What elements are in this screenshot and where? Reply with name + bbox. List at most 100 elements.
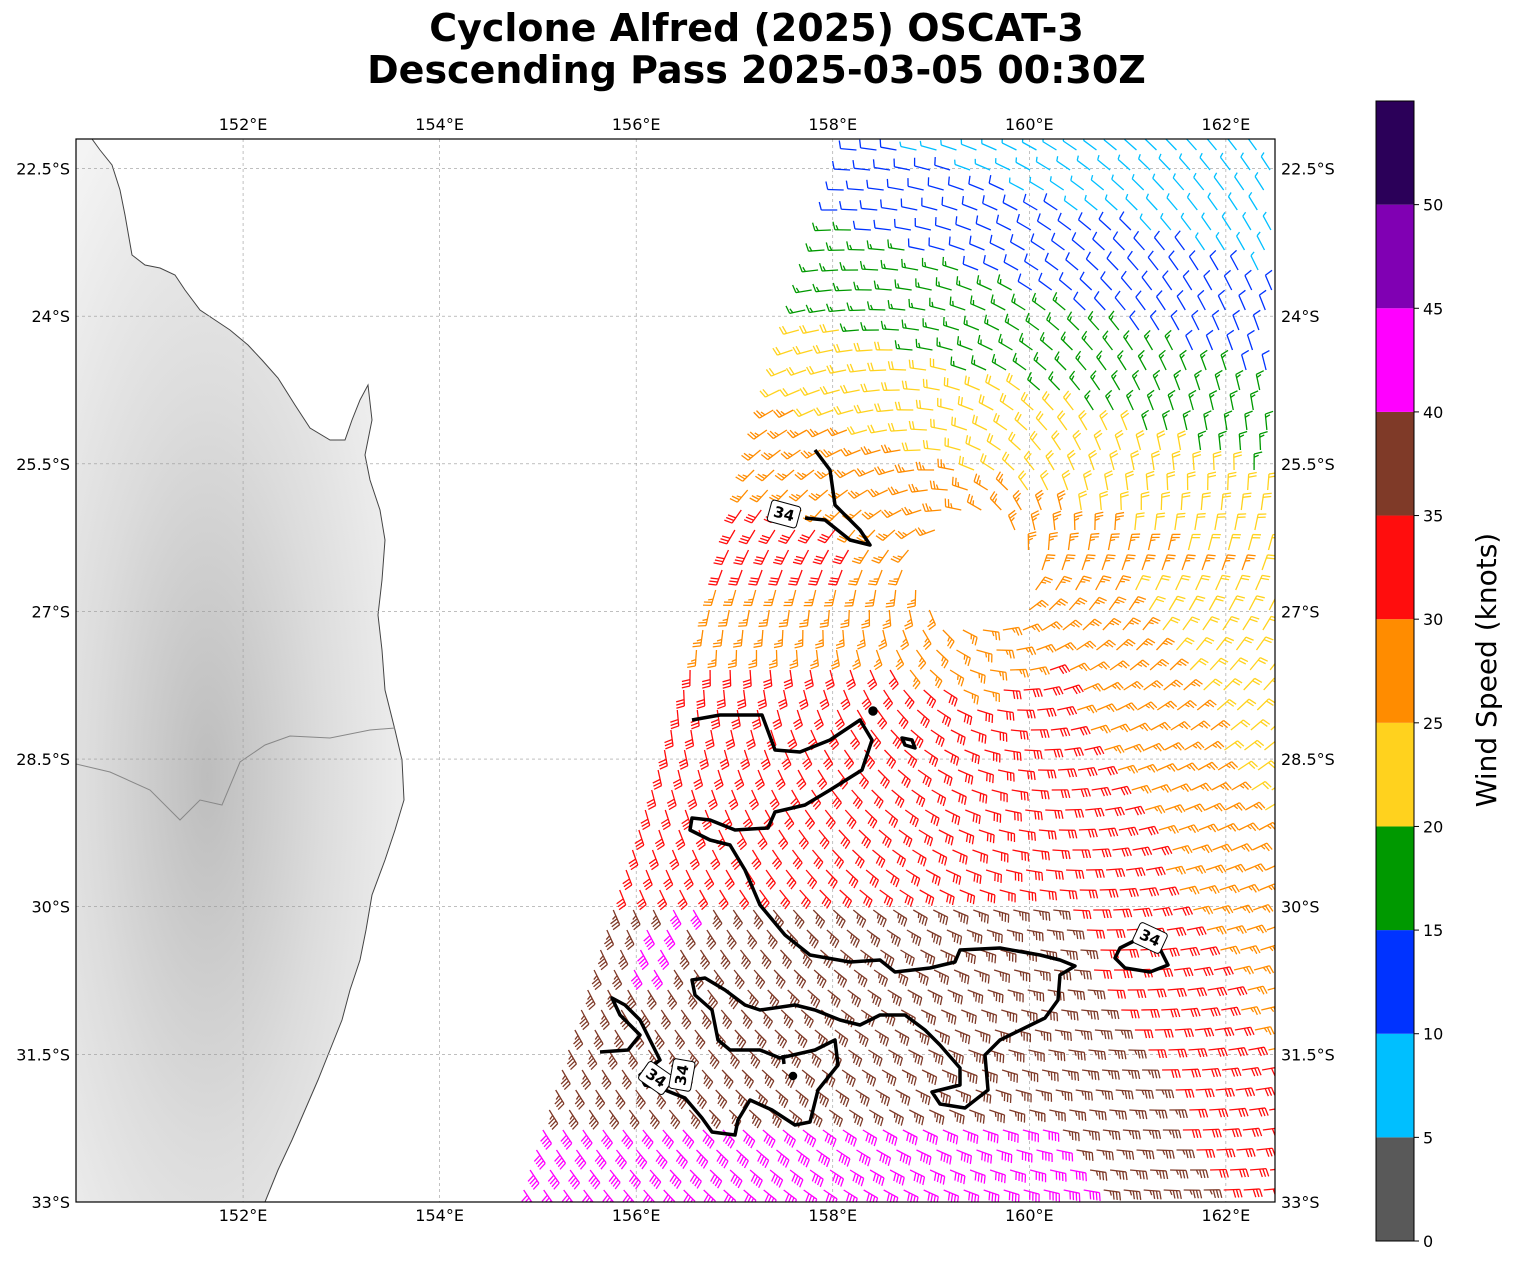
wind-barb (1001, 139, 1017, 151)
wind-barb (773, 549, 790, 565)
wind-barb (1009, 233, 1025, 251)
colorbar-segment (1376, 101, 1414, 205)
wind-barb (1219, 152, 1231, 171)
wind-barb (1084, 745, 1105, 756)
wind-barb (929, 358, 947, 371)
wind-barb (1248, 191, 1258, 211)
wind-barb (941, 196, 958, 211)
wind-barb (1236, 698, 1257, 711)
wind-barb (1152, 173, 1165, 191)
wind-barb (1006, 372, 1021, 391)
wind-barb (818, 829, 830, 850)
wind-barb (1192, 844, 1213, 854)
wind-barb (1105, 806, 1125, 817)
wind-barb (995, 214, 1012, 231)
lat-tick-label-left: 28.5°S (16, 750, 70, 769)
wind-barb (1263, 677, 1275, 691)
wind-barb (1209, 657, 1229, 671)
wind-barb (751, 709, 762, 730)
wind-barb (828, 729, 840, 751)
contour-label-4: 34 (668, 1058, 696, 1092)
wind-barb (1165, 804, 1186, 814)
wind-barb (955, 216, 972, 231)
colorbar-tick-label: 30 (1423, 610, 1443, 629)
wind-barb (1203, 678, 1223, 691)
wind-barb (835, 629, 845, 650)
wind-barb (1141, 554, 1156, 571)
wind-barb (1044, 748, 1064, 758)
wind-barb (962, 629, 978, 646)
wind-barb (845, 180, 864, 191)
wind-barb (894, 401, 914, 411)
wind-barb (886, 178, 904, 191)
wind-barb (924, 749, 939, 768)
wind-barb (760, 449, 781, 461)
wind-barb (1124, 743, 1145, 753)
wind-barb (1073, 511, 1083, 531)
wind-barb (1201, 212, 1212, 231)
wind-barb (1212, 451, 1222, 471)
wind-barb (1135, 575, 1151, 591)
wind-barb (1252, 842, 1273, 852)
wind-barb (1078, 828, 1098, 838)
wind-barb (894, 279, 912, 291)
wind-barb (778, 325, 800, 335)
wind-barb (956, 276, 972, 291)
wind-barb (1101, 554, 1116, 571)
wind-barb (989, 491, 1002, 511)
wind-barb (789, 649, 799, 670)
wind-barb (1097, 765, 1118, 776)
wind-barb (1012, 352, 1027, 371)
wind-barb (993, 412, 1008, 431)
wind-barb (811, 849, 824, 870)
wind-barb (1018, 769, 1036, 781)
wind-barb (1061, 554, 1076, 571)
wind-barb (833, 406, 854, 415)
wind-barb (944, 749, 960, 766)
wind-barb (1062, 139, 1077, 151)
wind-barb (860, 446, 881, 456)
wind-barb (963, 315, 980, 331)
wind-barb (792, 345, 813, 355)
wind-barb (1077, 704, 1098, 714)
colorbar-tick-label: 45 (1423, 299, 1443, 318)
wind-barb (813, 709, 824, 731)
wind-barb (1240, 152, 1251, 171)
wind-barb (1090, 174, 1105, 191)
wind-barb (950, 356, 967, 371)
wind-barb (738, 609, 750, 627)
wind-barb (1175, 574, 1191, 591)
wind-barb (1082, 469, 1092, 491)
wind-barb (1254, 172, 1265, 191)
wind-barb (880, 259, 899, 271)
wind-barb (719, 749, 730, 771)
wind-barb (1030, 510, 1040, 531)
wind-barb (989, 669, 1008, 681)
wind-barb (924, 809, 940, 827)
wind-barb (1098, 827, 1119, 837)
wind-barb (798, 829, 809, 850)
wind-barb (830, 649, 840, 670)
wind-barb (995, 471, 1009, 491)
wind-barb (1090, 370, 1101, 391)
wind-barb (825, 669, 835, 691)
wind-barb (697, 609, 710, 627)
wind-barb (1177, 430, 1187, 451)
wind-barb (951, 416, 968, 431)
wind-barb (1153, 230, 1165, 251)
colorbar-label: Wind Speed (knots) (1470, 533, 1503, 807)
lat-tick-label-left: 22.5°S (16, 160, 70, 179)
wind-barb (972, 849, 989, 864)
wind-barb (1262, 615, 1275, 631)
wind-barb (783, 589, 797, 607)
wind-barb (840, 689, 851, 711)
wind-barb (733, 549, 750, 566)
wind-barb (964, 749, 980, 765)
wind-barb (991, 353, 1007, 371)
wind-barb (1017, 470, 1029, 491)
lon-tick-label-bottom: 160°E (1005, 1206, 1054, 1225)
wind-barb (901, 506, 922, 516)
wind-barb (1058, 272, 1073, 291)
wind-barb (1124, 470, 1134, 491)
wind-barb (1166, 471, 1176, 491)
